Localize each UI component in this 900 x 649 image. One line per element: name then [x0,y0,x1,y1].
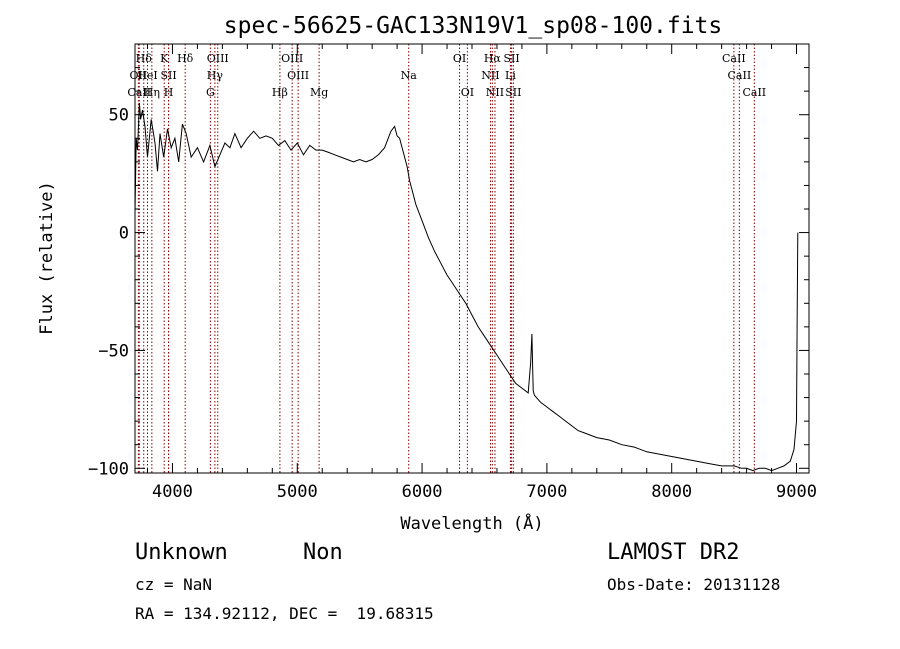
y-tick-label: 0 [119,224,129,244]
line-label: Na [401,69,418,82]
line-label: CaII [728,69,752,82]
coordinates-info: RA = 134.92112, DEC = 19.68315 [135,604,434,623]
line-label: CaII [722,52,746,65]
y-axis-label: Flux (relative) [37,181,57,335]
x-tick-label: 9000 [776,482,817,502]
line-label: SII [503,52,519,65]
x-tick-label: 7000 [526,482,567,502]
x-tick-label: 6000 [402,482,443,502]
redshift-info: cz = NaN [135,575,212,594]
line-label: SII [160,69,176,82]
line-label: OI [453,52,466,65]
x-tick-label: 8000 [651,482,692,502]
line-label: NII [486,86,504,99]
x-ticks: 4000 5000 6000 7000 8000 9000 [146,44,817,502]
line-markers [137,44,755,473]
line-label: Mg [310,86,328,99]
x-tick-label: 4000 [152,482,193,502]
y-ticks: 50 0 −50 −100 [88,67,809,479]
x-tick-label: 5000 [277,482,318,502]
line-label: Hβ [272,86,288,99]
y-tick-label: −50 [98,341,129,361]
plot-frame [134,43,810,474]
line-label: Hδ [136,52,153,65]
object-subclass: Non [303,540,343,565]
line-label: Li [505,69,516,82]
line-label: HeI [137,69,157,82]
line-label: CaII [742,86,766,99]
line-label: K [160,52,169,65]
x-axis-label: Wavelength (Å) [400,512,543,534]
line-label: OIII [207,52,229,65]
spectrum-line [134,102,799,472]
object-class: Unknown [135,540,228,565]
line-label: OIII [287,69,309,82]
chart-title: spec-56625-GAC133N19V1_sp08-100.fits [224,13,723,39]
line-label: OIII [281,52,303,65]
line-label: Hγ [207,69,224,82]
y-tick-label: 50 [109,106,129,126]
line-label: Hδ [177,52,194,65]
y-tick-label: −100 [88,459,129,479]
line-label: NII [481,69,499,82]
survey-name: LAMOST DR2 [607,540,739,565]
line-label: Hη [144,86,160,99]
line-label: G [206,86,215,99]
line-label: OI [461,86,474,99]
line-label: OII [130,69,148,82]
observation-date: Obs-Date: 20131128 [607,575,780,594]
line-label: SII [505,86,521,99]
line-label: H [164,86,174,99]
line-label: Hα [484,52,502,65]
line-label: CaII [127,86,151,99]
